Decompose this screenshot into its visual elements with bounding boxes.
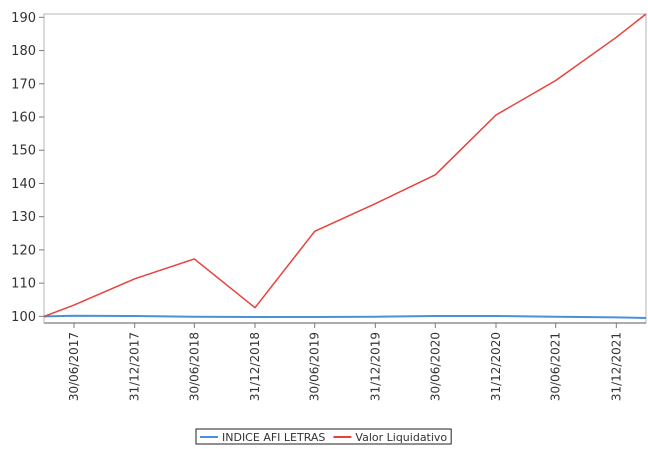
x-tick-label: 31/12/2020 [489,332,503,401]
legend-label: INDICE AFI LETRAS [222,431,325,444]
axes-layer [43,13,647,324]
y-tick-label: 170 [11,77,36,92]
plot-area-frame [43,13,647,324]
y-tick-label: 140 [11,177,36,192]
x-tick-label: 30/06/2018 [187,332,201,401]
x-tick-label: 31/12/2019 [368,332,382,401]
y-tick-label: 160 [11,111,36,126]
y-axis-ticks: 100 110 120 130 140 150 160 170 180 190 [11,11,44,325]
series-line-indice-afi-letras [43,314,647,319]
x-tick-label: 30/06/2017 [67,332,81,401]
x-tick-label: 30/06/2020 [428,332,442,401]
y-tick-label: 120 [11,243,36,258]
series-line-valor-liquidativo [43,13,647,318]
x-tick-label: 30/06/2019 [308,332,322,401]
series-layer [43,13,647,319]
x-tick-label: 31/12/2021 [609,332,623,401]
legend: INDICE AFI LETRAS Valor Liquidativo [195,428,452,445]
y-tick-label: 100 [11,310,36,325]
x-tick-label: 30/06/2021 [549,332,563,401]
y-tick-label: 180 [11,44,36,59]
y-tick-label: 110 [11,277,36,292]
y-tick-label: 130 [11,210,36,225]
legend-box [195,428,452,445]
y-tick-label: 150 [11,144,36,159]
y-tick-label: 190 [11,11,36,26]
legend-label: Valor Liquidativo [355,431,447,444]
x-tick-label: 31/12/2017 [128,332,142,401]
x-tick-label: 31/12/2018 [248,332,262,401]
x-axis-ticks: 30/06/2017 31/12/2017 30/06/2018 31/12/2018… [67,323,623,401]
